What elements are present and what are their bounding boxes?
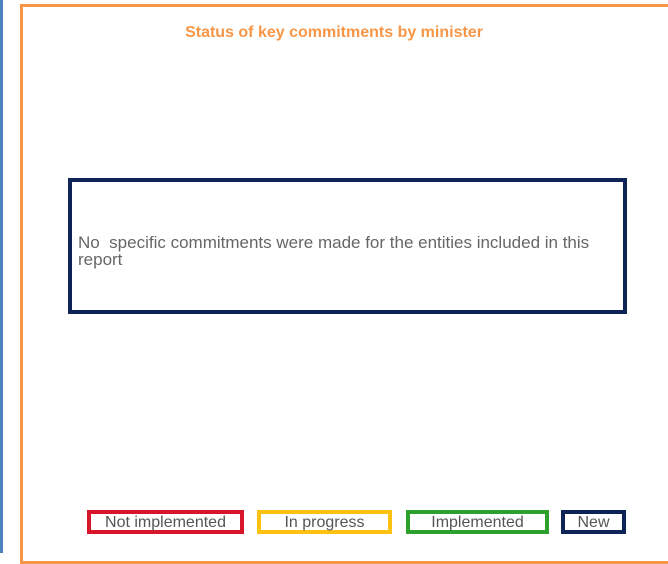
title: Status of key commitments by minister: [185, 24, 483, 41]
message-box: No specific commitments were made for th…: [68, 178, 627, 314]
legend-new: New: [561, 510, 626, 534]
legend-implemented: Implemented: [406, 510, 549, 534]
legend-not-implemented: Not implemented: [87, 510, 244, 534]
left-border: [0, 0, 3, 553]
legend-in-progress: In progress: [257, 510, 392, 534]
